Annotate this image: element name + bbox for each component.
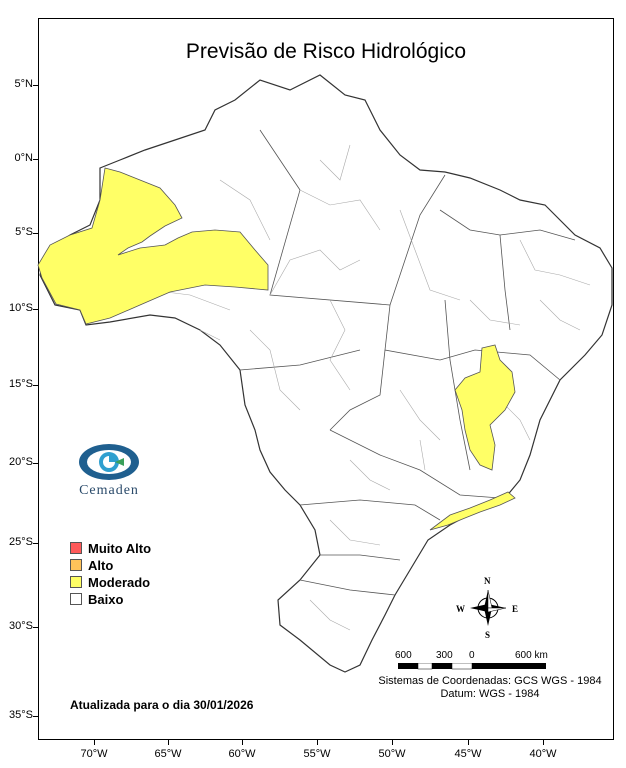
lat-tick [33, 385, 38, 386]
compass-s: S [485, 630, 491, 640]
lon-tick [94, 740, 95, 745]
legend-swatch [70, 559, 82, 571]
lat-label-0: 0°N [14, 152, 33, 164]
lon-label-65w: 65°W [154, 748, 182, 760]
lat-tick [33, 309, 38, 310]
lat-tick [33, 85, 38, 86]
lat-tick [33, 159, 38, 160]
lat-tick [33, 233, 38, 234]
lat-tick [33, 627, 38, 628]
scale-label-0: 0 [469, 650, 475, 661]
lat-label-5n: 5°N [14, 78, 33, 90]
legend-item-muito-alto: Muito Alto [70, 540, 151, 556]
lon-label-55w: 55°W [303, 748, 331, 760]
compass-e: E [512, 604, 519, 614]
lon-tick [543, 740, 544, 745]
lat-tick [33, 463, 38, 464]
lat-label-15s: 15°S [9, 378, 33, 390]
lat-tick [33, 543, 38, 544]
compass-n: N [484, 576, 491, 586]
coordinate-system-info: Sistemas de Coordenadas: GCS WGS - 1984 … [370, 675, 610, 701]
scale-label-600: 600 [395, 650, 412, 661]
updated-date: Atualizada para o dia 30/01/2026 [70, 698, 254, 712]
lat-tick [33, 716, 38, 717]
legend-label: Muito Alto [88, 540, 152, 556]
lon-tick [242, 740, 243, 745]
legend-item-baixo: Baixo [70, 591, 151, 607]
lon-tick [392, 740, 393, 745]
scale-label-600km: 600 km [515, 650, 548, 661]
cemaden-logo-text: Cemaden [79, 483, 139, 498]
compass-rose-icon [470, 589, 507, 626]
legend-label: Alto [88, 557, 114, 573]
crs-line1: Sistemas de Coordenadas: GCS WGS - 1984 [378, 675, 602, 687]
legend-label: Moderado [88, 574, 151, 590]
lon-tick [168, 740, 169, 745]
cemaden-logo [79, 444, 139, 480]
crs-line2: Datum: WGS - 1984 [440, 688, 540, 700]
legend-item-alto: Alto [70, 557, 151, 573]
scale-bar [398, 663, 546, 670]
scale-label-300: 300 [436, 650, 453, 661]
map-title: Previsão de Risco Hidrológico [185, 40, 467, 63]
legend-label: Baixo [88, 591, 124, 607]
legend: Muito Alto Alto Moderado Baixo [70, 540, 151, 608]
legend-swatch [70, 576, 82, 588]
lon-label-70w: 70°W [80, 748, 108, 760]
legend-swatch [70, 593, 82, 605]
compass-w: W [456, 604, 465, 614]
lon-label-40w: 40°W [529, 748, 557, 760]
legend-swatch [70, 542, 82, 554]
lon-tick [468, 740, 469, 745]
lat-label-30s: 30°S [9, 620, 33, 632]
lat-label-5s: 5°S [15, 226, 33, 238]
legend-item-moderado: Moderado [70, 574, 151, 590]
lon-label-60w: 60°W [228, 748, 256, 760]
lat-label-35s: 35°S [9, 709, 33, 721]
lon-label-50w: 50°W [378, 748, 406, 760]
lon-tick [317, 740, 318, 745]
lon-label-45w: 45°W [454, 748, 482, 760]
lat-label-25s: 25°S [9, 536, 33, 548]
map-frame [38, 18, 614, 740]
lat-label-20s: 20°S [9, 456, 33, 468]
lat-label-10s: 10°S [9, 302, 33, 314]
